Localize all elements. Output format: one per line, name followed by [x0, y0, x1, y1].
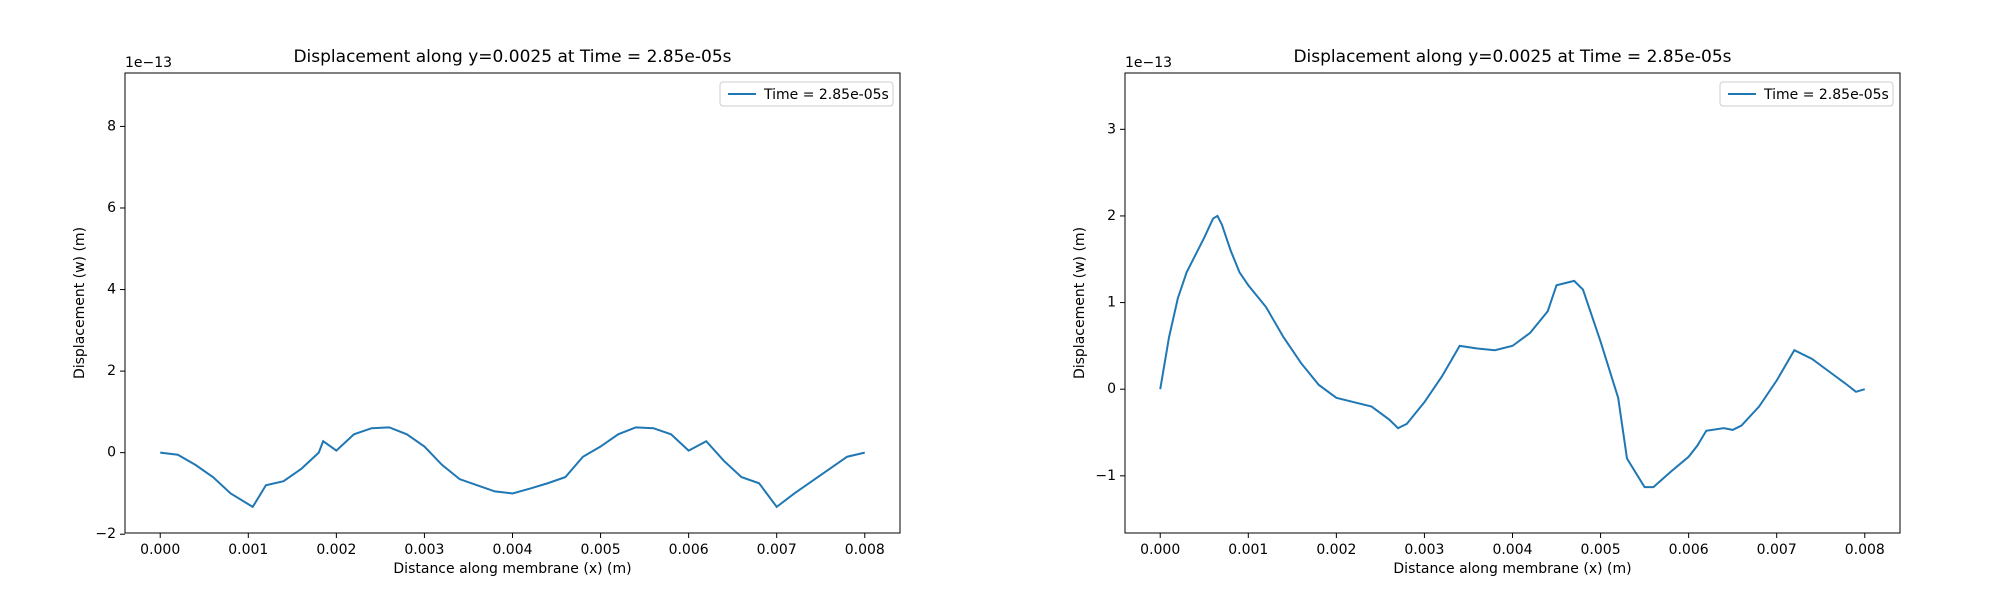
y-axis-label: Displacement (w) (m): [72, 227, 88, 379]
x-tick-label: 0.003: [404, 542, 444, 558]
data-line: [1159, 214, 1866, 489]
x-tick-label: 0.008: [1845, 542, 1885, 558]
legend-box: [719, 81, 894, 107]
chart-title: Displacement along y=0.0025 at Time = 2.…: [1293, 47, 1731, 67]
x-tick-label: 0.004: [492, 542, 532, 558]
legend-label: Time = 2.85e-05s: [763, 87, 889, 103]
y-offset: 1e−13: [1125, 55, 1172, 71]
x-tick-label: 0.008: [845, 542, 885, 558]
y-tick-label: 0: [107, 445, 116, 461]
chart-title: Displacement along y=0.0025 at Time = 2.…: [293, 47, 731, 67]
y-axis-label: Displacement (w) (m): [1072, 227, 1088, 379]
y-tick-label: 0: [1107, 381, 1116, 397]
y-tick-label: 6: [107, 200, 116, 216]
x-tick-label: 0.007: [1757, 542, 1797, 558]
data-line: [160, 426, 865, 509]
x-axis-label: Distance along membrane (x) (m): [1393, 561, 1631, 577]
legend-box: [1719, 81, 1894, 107]
y-offset: 1e−13: [125, 55, 172, 71]
x-tick-label: 0.006: [1669, 542, 1709, 558]
y-tick-label: 4: [107, 282, 116, 298]
x-tick-label: 0.006: [669, 542, 709, 558]
x-tick-label: 0.003: [1404, 542, 1444, 558]
y-tick-label: −1: [1095, 468, 1116, 484]
x-tick-label: 0.000: [140, 542, 180, 558]
x-tick-label: 0.004: [1492, 542, 1532, 558]
x-axis-label: Distance along membrane (x) (m): [393, 561, 631, 577]
x-tick-label: 0.000: [1140, 542, 1180, 558]
y-tick-label: 8: [107, 118, 116, 134]
y-tick-label: −2: [95, 526, 116, 542]
plot-frame: [1124, 72, 1901, 534]
y-tick-label: 1: [1107, 295, 1116, 311]
y-tick-label: 3: [1107, 121, 1116, 137]
y-tick-label: 2: [107, 363, 116, 379]
x-tick-label: 0.001: [1228, 542, 1268, 558]
plot-frame: [124, 72, 901, 534]
x-tick-label: 0.005: [1581, 542, 1621, 558]
y-tick-label: 2: [1107, 208, 1116, 224]
x-tick-label: 0.005: [581, 542, 621, 558]
x-tick-label: 0.002: [1316, 542, 1356, 558]
legend-label: Time = 2.85e-05s: [1763, 87, 1889, 103]
x-tick-label: 0.007: [757, 542, 797, 558]
x-tick-label: 0.002: [316, 542, 356, 558]
x-tick-label: 0.001: [228, 542, 268, 558]
